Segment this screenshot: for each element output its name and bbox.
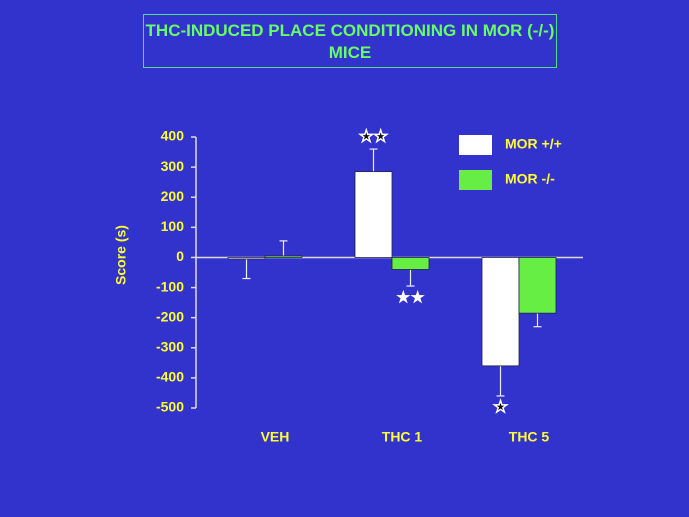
chart-title: THC-INDUCED PLACE CONDITIONING IN MOR (-… xyxy=(143,14,557,68)
bar xyxy=(354,171,393,258)
legend-swatch xyxy=(459,170,492,190)
y-tick-label: 200 xyxy=(161,188,185,204)
x-tick-label: VEH xyxy=(261,429,290,445)
x-tick-label: THC 1 xyxy=(382,429,423,445)
y-tick-label: 400 xyxy=(161,128,185,144)
y-axis-label: Score (s) xyxy=(113,225,129,285)
legend-label: MOR +/+ xyxy=(505,136,562,152)
annotation: ★★ xyxy=(359,128,388,145)
x-tick-label: THC 5 xyxy=(509,429,550,445)
bar xyxy=(264,255,303,258)
legend-label: MOR -/- xyxy=(505,171,555,187)
y-tick-label: -200 xyxy=(156,308,184,324)
annotation: ★ xyxy=(493,399,508,416)
bar xyxy=(391,257,430,270)
y-tick-label: -500 xyxy=(156,399,184,415)
bar xyxy=(227,257,266,260)
y-tick-label: 300 xyxy=(161,158,185,174)
y-tick-label: -300 xyxy=(156,338,184,354)
y-tick-label: -400 xyxy=(156,369,184,385)
legend-swatch xyxy=(459,135,492,155)
annotation: ★★ xyxy=(396,289,425,306)
y-tick-label: -100 xyxy=(156,278,184,294)
y-tick-label: 100 xyxy=(161,218,185,234)
bar xyxy=(481,257,520,367)
bar xyxy=(518,257,557,314)
y-tick-label: 0 xyxy=(176,248,184,264)
